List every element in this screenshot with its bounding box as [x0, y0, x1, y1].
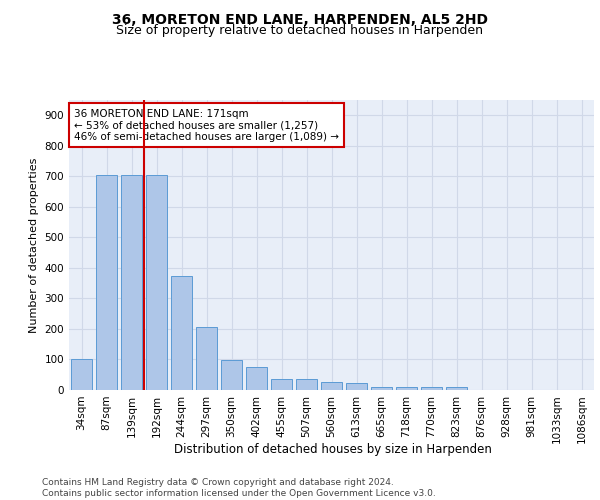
Bar	[346, 384, 367, 390]
Bar	[246, 367, 267, 390]
Bar	[221, 360, 242, 390]
Bar	[446, 387, 467, 390]
Bar	[421, 388, 442, 390]
Y-axis label: Number of detached properties: Number of detached properties	[29, 158, 39, 332]
Bar	[296, 380, 317, 390]
Bar	[171, 276, 192, 390]
Bar	[71, 360, 92, 390]
Bar	[271, 380, 292, 390]
Bar	[196, 328, 217, 390]
Bar	[96, 175, 117, 390]
Text: Size of property relative to detached houses in Harpenden: Size of property relative to detached ho…	[116, 24, 484, 37]
Text: 36, MORETON END LANE, HARPENDEN, AL5 2HD: 36, MORETON END LANE, HARPENDEN, AL5 2HD	[112, 12, 488, 26]
Text: 36 MORETON END LANE: 171sqm
← 53% of detached houses are smaller (1,257)
46% of : 36 MORETON END LANE: 171sqm ← 53% of det…	[74, 108, 339, 142]
Bar	[396, 386, 417, 390]
Bar	[371, 386, 392, 390]
Bar	[121, 175, 142, 390]
Text: Contains HM Land Registry data © Crown copyright and database right 2024.
Contai: Contains HM Land Registry data © Crown c…	[42, 478, 436, 498]
Bar	[146, 175, 167, 390]
Bar	[321, 382, 342, 390]
Text: Distribution of detached houses by size in Harpenden: Distribution of detached houses by size …	[174, 442, 492, 456]
